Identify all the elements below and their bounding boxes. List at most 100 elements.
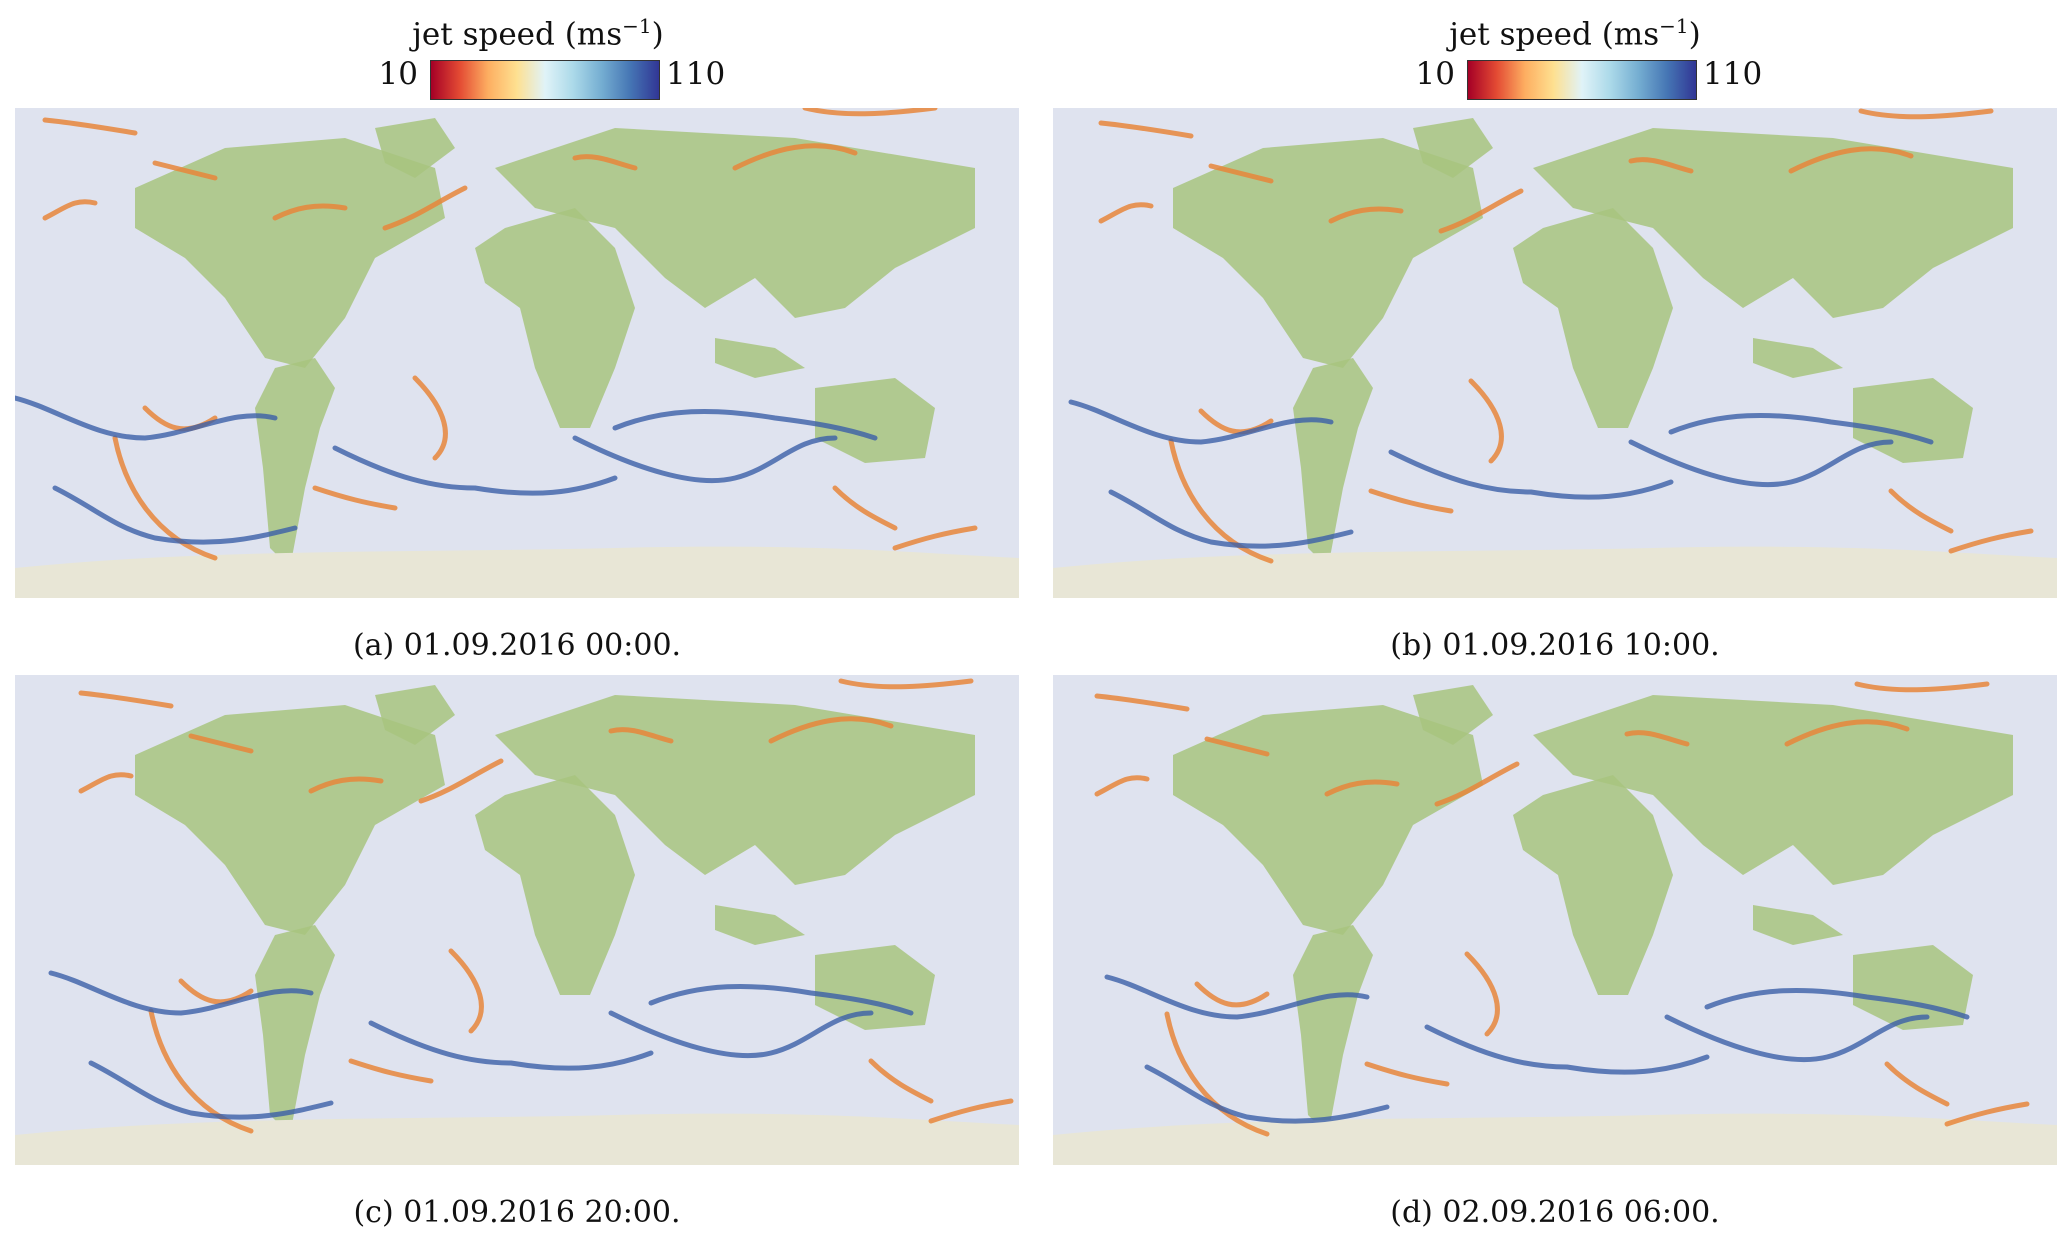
jet-track-slow (1168, 438, 1274, 564)
jet-track-slow (308, 776, 384, 794)
landmass (1293, 358, 1373, 568)
jet-track-fast (1628, 439, 1894, 488)
landmass (1513, 775, 1673, 995)
jet-track-fast (332, 445, 618, 496)
map-panel-c (15, 675, 1019, 1165)
landmass (475, 208, 635, 428)
jet-track-fast (1144, 1064, 1390, 1124)
jet-track-slow (178, 978, 254, 1005)
jet-track-slow (1788, 146, 1914, 174)
jet-track-slow (1434, 761, 1520, 807)
map-panel-d (1053, 675, 2057, 1165)
colorbar-title: jet speed (ms−1) (1449, 14, 1701, 53)
jet-track-fast (1704, 987, 1970, 1020)
landmass (1753, 905, 1843, 945)
colorbar-min-label: 10 (378, 56, 418, 92)
jet-track-fast (1108, 489, 1354, 549)
jet-track-slow (1328, 206, 1404, 224)
landmass (475, 775, 635, 995)
landmass (1293, 925, 1373, 1135)
jet-track-slow (272, 203, 348, 221)
colorbar-ramp (430, 60, 660, 100)
caption-d: (d) 02.09.2016 06:00. (1390, 1195, 1720, 1230)
jet-track-slow (348, 1058, 434, 1084)
landmass (715, 338, 805, 378)
jet-track-slow (732, 143, 858, 171)
jet-track-slow (1944, 1101, 2030, 1127)
jet-track-slow (78, 690, 174, 709)
caption-a: (a) 01.09.2016 00:00. (352, 628, 682, 663)
jet-track-fast (572, 435, 838, 484)
world-map (15, 675, 1019, 1165)
jet-track-slow (802, 108, 938, 117)
landmass (375, 685, 455, 745)
landmass (1173, 705, 1483, 935)
jet-track-slow (1948, 528, 2034, 554)
colorbar-right: jet speed (ms−1) 10 110 (1295, 0, 1855, 100)
colorbar-min-label: 10 (1415, 56, 1455, 92)
landmass (1513, 208, 1673, 428)
jet-track-fast (1668, 412, 1934, 445)
jet-track-slow (572, 154, 638, 171)
jet-track-slow (148, 1008, 254, 1134)
jet-track-slow (188, 733, 254, 754)
antarctica (15, 1113, 1019, 1165)
jet-track-slow (1098, 120, 1194, 139)
jet-track-fast (608, 1010, 874, 1059)
jet-track-fast (612, 408, 878, 441)
landmass (1413, 118, 1493, 178)
jet-track-fast (368, 1020, 654, 1071)
world-map (1053, 675, 2057, 1165)
jet-track-slow (832, 485, 898, 531)
landmass (375, 118, 455, 178)
jet-track-fast (1424, 1024, 1710, 1075)
caption-b: (b) 01.09.2016 10:00. (1390, 628, 1720, 663)
landmass (255, 358, 335, 568)
landmass (135, 138, 445, 368)
antarctica (1053, 546, 2057, 598)
jet-track-slow (1854, 681, 1990, 693)
landmass (255, 925, 335, 1135)
jet-track-slow (1624, 730, 1690, 747)
jet-track-slow (1784, 719, 1910, 747)
jet-track-slow (1164, 1011, 1270, 1137)
landmass (495, 695, 975, 885)
jet-track-slow (1628, 157, 1694, 174)
jet-track-slow (1438, 188, 1524, 234)
jet-track-slow (1364, 1061, 1450, 1087)
jet-track-slow (608, 727, 674, 744)
jet-track-slow (152, 160, 218, 181)
caption-c: (c) 01.09.2016 20:00. (353, 1195, 681, 1230)
jet-track-fast (1388, 449, 1674, 500)
jet-track-slow (418, 758, 504, 804)
map-panel-b (1053, 108, 2057, 598)
landmass (815, 378, 935, 463)
world-map (1053, 108, 2057, 598)
jet-track-slow (838, 678, 974, 690)
world-map (15, 108, 1019, 598)
landmass (1753, 338, 1843, 378)
jet-track-slow (448, 948, 484, 1034)
landmass (1533, 128, 2013, 318)
jet-track-slow (412, 375, 448, 461)
jet-track-fast (48, 970, 314, 1016)
jet-track-slow (312, 485, 398, 511)
jet-track-fast (88, 1060, 334, 1120)
jet-track-slow (1368, 488, 1454, 514)
jet-track-slow (1464, 951, 1500, 1037)
colorbar-max-label: 110 (1703, 56, 1763, 92)
jet-track-slow (1858, 108, 1994, 120)
jet-track-slow (382, 185, 468, 231)
jet-track-slow (1194, 981, 1270, 1008)
jet-track-fast (52, 485, 298, 545)
jet-track-slow (768, 716, 894, 744)
landmass (495, 128, 975, 318)
jet-track-fast (648, 983, 914, 1016)
jet-track-slow (868, 1058, 934, 1104)
jet-track-slow (42, 117, 138, 136)
jet-track-fast (1068, 399, 1334, 445)
landmass (135, 705, 445, 935)
jet-track-slow (1884, 1061, 1950, 1107)
jet-track-slow (1094, 693, 1190, 712)
jet-track-slow (78, 772, 134, 794)
